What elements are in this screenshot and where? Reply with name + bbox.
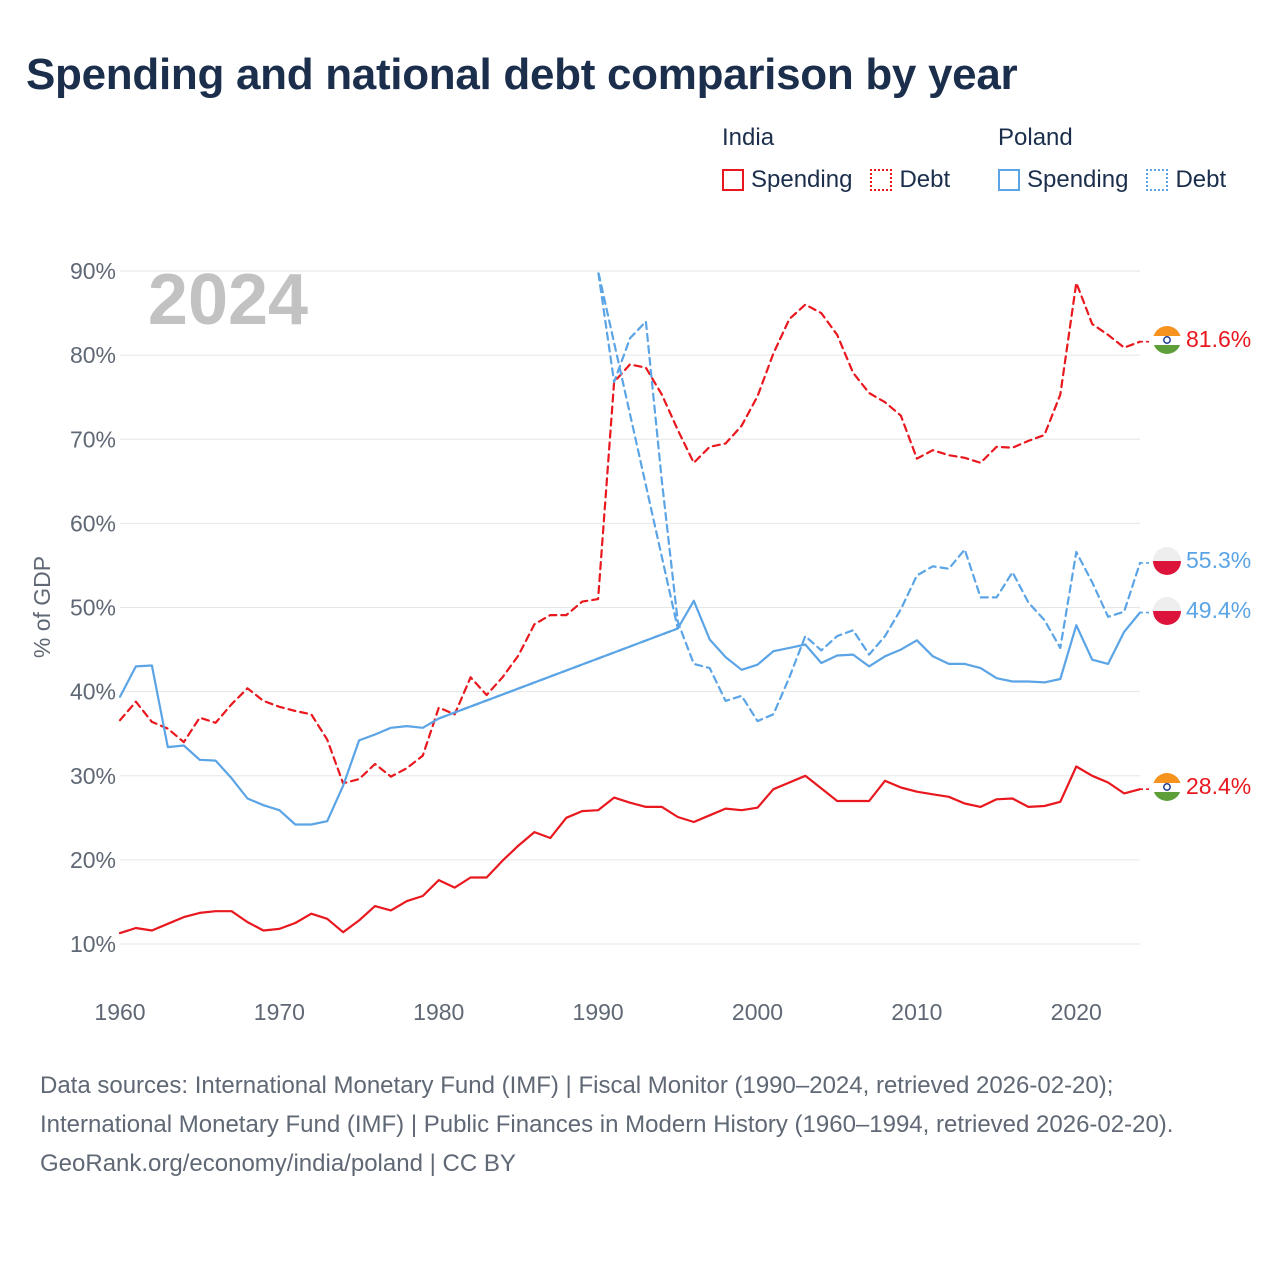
x-tick-label: 2010: [891, 999, 942, 1025]
legend-label-india-spending: Spending: [751, 166, 853, 193]
end-label-poland-spending: 49.4%: [1186, 597, 1251, 623]
x-tick-label: 1980: [413, 999, 464, 1025]
x-tick-label: 1990: [573, 999, 624, 1025]
x-tick-label: 1960: [94, 999, 145, 1025]
y-tick-label: 20%: [70, 847, 116, 873]
legend-swatch-solid-icon: [998, 169, 1020, 191]
series-line-india-spending[interactable]: [118, 765, 1142, 935]
y-tick-label: 10%: [70, 931, 116, 957]
year-watermark: 2024: [148, 260, 308, 340]
data-sources: Data sources: International Monetary Fun…: [40, 1072, 1174, 1138]
legend-item-poland-spending[interactable]: Spending: [998, 166, 1128, 194]
legend-poland: Poland Spending Debt: [998, 124, 1244, 194]
legend-swatch-solid-icon: [722, 169, 744, 191]
y-axis-label: % of GDP: [29, 556, 55, 658]
x-tick-label: 2020: [1051, 999, 1102, 1025]
poland-flag-icon: [1153, 547, 1181, 575]
credit-link[interactable]: GeoRank.org/economy/india/poland | CC BY: [40, 1150, 516, 1177]
y-tick-label: 30%: [70, 763, 116, 789]
end-label-poland-debt: 55.3%: [1186, 547, 1251, 573]
legend-label-poland-debt: Debt: [1175, 166, 1227, 193]
legend-country-india: India: [722, 124, 775, 151]
legend-item-poland-debt[interactable]: Debt: [1146, 166, 1226, 194]
page-title: Spending and national debt comparison by…: [26, 50, 1018, 99]
y-tick-label: 90%: [70, 258, 116, 284]
series-line-poland-spending[interactable]: [118, 599, 1142, 826]
india-flag-icon: [1153, 326, 1181, 354]
y-tick-label: 80%: [70, 342, 116, 368]
legend-label-poland-spending: Spending: [1027, 166, 1129, 193]
y-tick-label: 40%: [70, 679, 116, 705]
poland-flag-icon: [1153, 597, 1181, 625]
legend-swatch-dotted-icon: [1146, 169, 1169, 191]
y-tick-label: 50%: [70, 595, 116, 621]
x-tick-label: 2000: [732, 999, 783, 1025]
y-tick-label: 60%: [70, 510, 116, 536]
legend-item-india-spending[interactable]: Spending: [722, 166, 852, 194]
series-line-india-debt[interactable]: [118, 281, 1142, 785]
legend-country-poland: Poland: [998, 124, 1073, 151]
y-tick-label: 70%: [70, 426, 116, 452]
legend-india: India Spending Debt: [722, 124, 968, 194]
legend-item-india-debt[interactable]: Debt: [870, 166, 950, 194]
end-label-india-debt: 81.6%: [1186, 326, 1251, 352]
legend-label-india-debt: Debt: [899, 166, 951, 193]
x-tick-label: 1970: [254, 999, 305, 1025]
india-flag-icon: [1153, 773, 1181, 801]
line-chart: 2024 % of GDP 10% 20% 30% 40% 50% 60% 70% 80% 90…: [29, 258, 1251, 1025]
end-label-india-spending: 28.4%: [1186, 773, 1251, 799]
legend-swatch-dotted-icon: [870, 169, 893, 191]
footer: Data sources: International Monetary Fun…: [40, 1066, 1240, 1183]
series-line-poland-debt[interactable]: [437, 269, 1142, 723]
